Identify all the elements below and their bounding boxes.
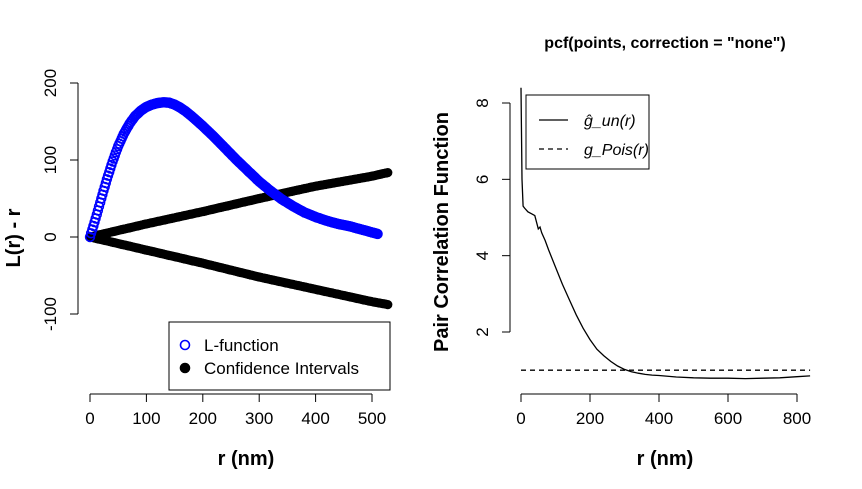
x-axis-ticks: 0 100 200 300 400 500 xyxy=(85,394,386,428)
y-tick-label: 100 xyxy=(41,146,60,174)
y-tick-label: 200 xyxy=(41,69,60,97)
x-tick-label: 600 xyxy=(714,409,742,428)
y-axis-ticks: -100 0 100 200 xyxy=(41,69,78,331)
y-tick-label: 8 xyxy=(473,98,492,107)
x-tick-label: 300 xyxy=(245,409,273,428)
x-tick-label: 500 xyxy=(358,409,386,428)
legend-label-g-un: ĝ_un(r) xyxy=(584,113,636,130)
x-tick-label: 400 xyxy=(645,409,673,428)
legend-key-confidence-intervals xyxy=(179,362,191,374)
x-tick-label: 0 xyxy=(85,409,94,428)
legend: L-function Confidence Intervals xyxy=(168,321,391,391)
legend-label-g-pois: g_Pois(r) xyxy=(584,142,649,159)
y-tick-label: 6 xyxy=(473,175,492,184)
x-tick-label: 200 xyxy=(576,409,604,428)
y-axis-ticks: 2 4 6 8 xyxy=(473,98,510,337)
l-function-series xyxy=(84,97,383,243)
y-tick-label: 2 xyxy=(473,327,492,336)
x-tick-label: 400 xyxy=(301,409,329,428)
legend-box xyxy=(168,321,391,391)
legend-box xyxy=(525,94,650,170)
l-function-point xyxy=(372,228,383,240)
x-axis-label: r (nm) xyxy=(218,448,275,470)
legend-label-l-function: L-function xyxy=(204,336,279,355)
x-tick-label: 800 xyxy=(783,409,811,428)
l-function-panel: -100 0 100 200 0 100 200 300 400 500 r (nm) L(r)… xyxy=(3,69,393,470)
x-tick-label: 200 xyxy=(189,409,217,428)
x-tick-label: 100 xyxy=(132,409,160,428)
ci-upper-point xyxy=(383,168,393,178)
x-axis-label: r (nm) xyxy=(637,448,694,470)
confidence-interval-bands xyxy=(85,168,393,310)
x-axis-ticks: 0 200 400 600 800 xyxy=(516,394,811,428)
y-axis-label: Pair Correlation Function xyxy=(431,112,453,352)
ci-lower-point xyxy=(383,300,393,310)
chart-title: pcf(points, correction = "none") xyxy=(544,35,785,52)
y-tick-label: -100 xyxy=(41,297,60,331)
y-axis-label: L(r) - r xyxy=(3,208,25,267)
x-tick-label: 0 xyxy=(516,409,525,428)
pair-correlation-panel: pcf(points, correction = "none") 2 4 6 8 0 2… xyxy=(431,35,811,470)
y-tick-label: 0 xyxy=(41,232,60,241)
g-un-line xyxy=(520,87,811,380)
legend-key-l-function xyxy=(179,339,191,351)
legend-label-confidence-intervals: Confidence Intervals xyxy=(204,359,359,378)
legend: ĝ_un(r) g_Pois(r) xyxy=(525,94,650,170)
pcf-series xyxy=(520,87,811,380)
y-tick-label: 4 xyxy=(473,251,492,260)
